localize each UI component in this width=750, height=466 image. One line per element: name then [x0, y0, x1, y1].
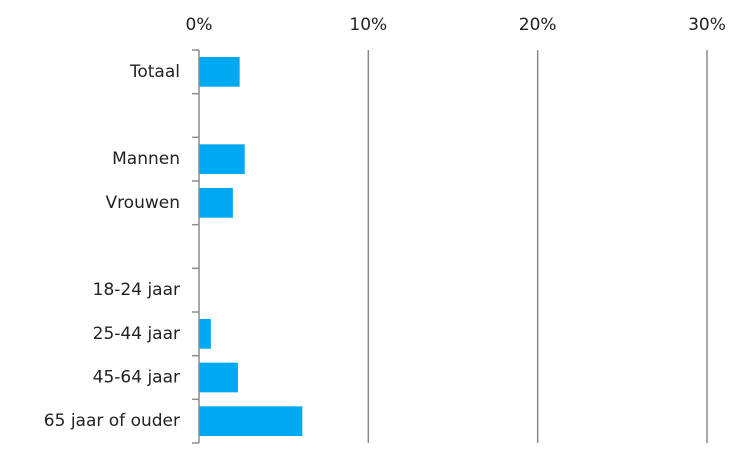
- y-tick-label: Vrouwen: [105, 193, 180, 213]
- bar: [199, 187, 233, 218]
- x-tick-label: 30%: [688, 15, 726, 35]
- bar: [199, 362, 238, 393]
- y-tick-label: Mannen: [112, 149, 180, 169]
- y-tick-label: 65 jaar of ouder: [44, 411, 180, 431]
- x-tick-label: 0%: [186, 15, 213, 35]
- y-tick-label: Totaal: [129, 62, 180, 82]
- bar: [199, 144, 245, 175]
- x-tick-label: 20%: [519, 15, 557, 35]
- bar: [199, 318, 211, 349]
- bar: [199, 406, 303, 437]
- y-tick-label: 18-24 jaar: [93, 280, 180, 300]
- bar: [199, 56, 240, 87]
- x-tick-label: 10%: [349, 15, 387, 35]
- y-tick-label: 45-64 jaar: [93, 368, 180, 388]
- y-tick-label: 25-44 jaar: [93, 324, 180, 344]
